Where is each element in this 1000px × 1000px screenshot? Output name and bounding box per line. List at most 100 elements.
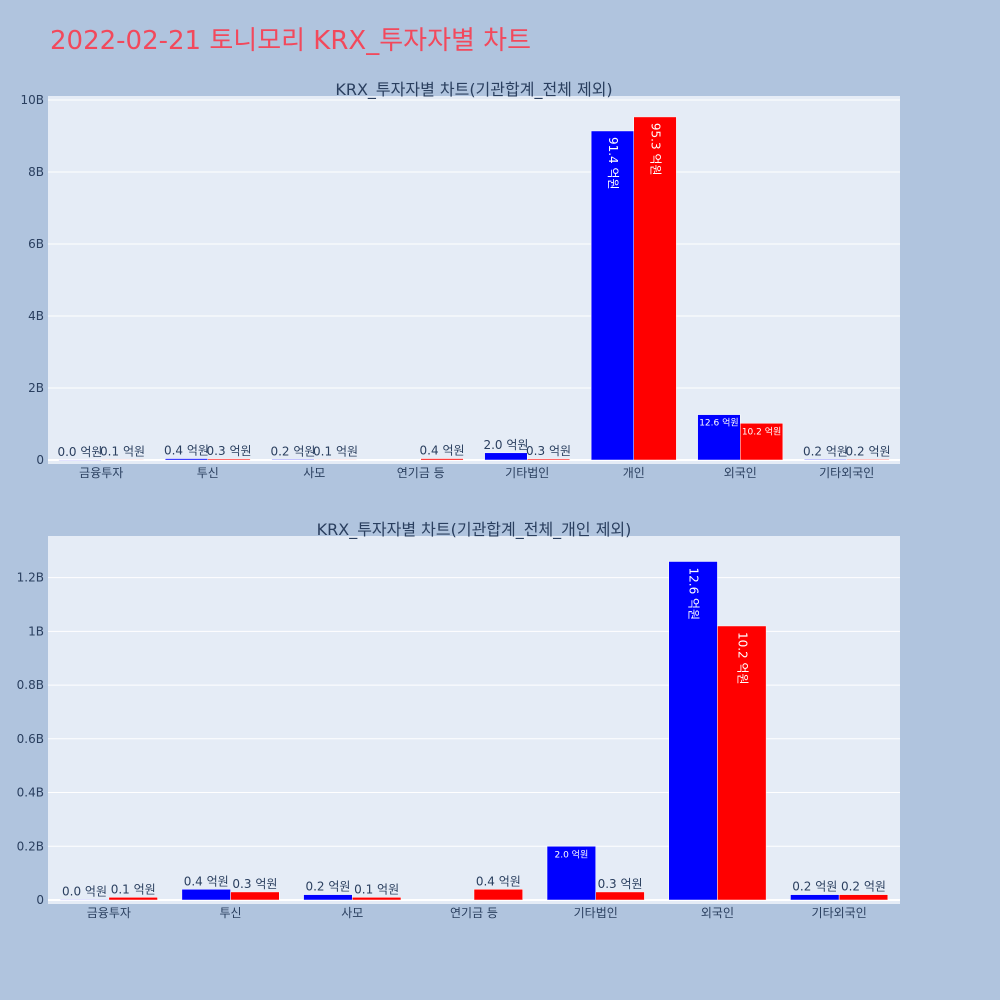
- y-axis-top: 0 2B 4B 6B 8B 10B: [20, 93, 44, 467]
- y-tick-label: 10B: [20, 93, 44, 107]
- bar-label: 0.2 억원: [305, 880, 350, 894]
- x-tick-label: 연기금 등: [450, 906, 498, 920]
- bar-label: 0.2 억원: [803, 444, 848, 458]
- x-tick-label: 외국인: [724, 466, 757, 480]
- bar-label: 0.4 억원: [420, 444, 465, 458]
- chart-title-top: KRX_투자자별 차트(기관합계_전체 제외): [335, 80, 612, 100]
- bars-top: [58, 116, 890, 461]
- bar-label: 95.3 억원: [649, 123, 663, 176]
- bar-label: 0.2 억원: [846, 444, 891, 458]
- x-axis-top: 금융투자 투신 사모 연기금 등 기타법인 개인 외국인 기타외국인: [79, 466, 874, 480]
- y-tick-label: 6B: [28, 237, 44, 251]
- y-tick-label: 1B: [28, 624, 44, 638]
- x-tick-label: 투신: [220, 906, 242, 920]
- y-tick-label: 0: [36, 453, 44, 467]
- bar-label: 0.2 억원: [841, 880, 886, 894]
- bar-labels-bottom: 0.0 억원 0.4 억원 0.2 억원 2.0 억원 12.6 억원 0.2 억원 0.1…: [62, 567, 886, 898]
- bar: [546, 846, 596, 901]
- bar-label: 0.0 억원: [62, 884, 107, 898]
- bar: [101, 459, 145, 461]
- bar: [473, 889, 523, 901]
- bar: [717, 625, 767, 901]
- x-tick-label: 금융투자: [87, 906, 131, 920]
- bar-label: 0.1 억원: [354, 882, 399, 896]
- bar: [303, 894, 353, 901]
- bar-label: 0.1 억원: [100, 445, 145, 459]
- bar-label: 10.2 억원: [742, 425, 781, 437]
- bar: [314, 459, 358, 461]
- plot-area-bottom: [48, 536, 900, 904]
- bar: [271, 459, 315, 461]
- bar: [697, 414, 741, 461]
- page-title: 2022-02-21 토니모리 KRX_투자자별 차트: [50, 26, 531, 56]
- y-tick-label: 8B: [28, 165, 44, 179]
- bars-bottom: [59, 561, 889, 901]
- chart-top: 0 2B 4B 6B 8B 10B 금융투자 투신 사모 연기금 등 기타법인 개인 외국인 기타외국인…: [20, 80, 900, 480]
- plot-area-top: [48, 96, 900, 464]
- bar: [633, 116, 677, 461]
- bar-label: 91.4 억원: [606, 137, 620, 190]
- chart-title-bottom: KRX_투자자별 차트(기관합계_전체_개인 제외): [317, 520, 632, 540]
- x-tick-label: 개인: [623, 466, 645, 480]
- bar-label: 0.3 억원: [598, 877, 643, 891]
- bar: [108, 897, 158, 901]
- x-tick-label: 금융투자: [79, 466, 123, 480]
- x-tick-label: 기타외국인: [812, 906, 867, 920]
- bar-label: 0.1 억원: [313, 445, 358, 459]
- bar-label: 0.4 억원: [184, 874, 229, 888]
- x-tick-label: 기타법인: [505, 466, 549, 480]
- y-tick-label: 0.6B: [17, 732, 44, 746]
- y-axis-bottom: 0 0.2B 0.4B 0.6B 0.8B 1B 1.2B: [17, 571, 44, 907]
- bar-label: 0.4 억원: [476, 874, 521, 888]
- y-tick-label: 0.2B: [17, 839, 44, 853]
- bar: [838, 894, 889, 901]
- bar: [181, 889, 231, 901]
- bar-label: 0.3 억원: [526, 444, 571, 458]
- x-tick-label: 투신: [197, 466, 219, 480]
- bar-label: 10.2 억원: [735, 632, 749, 685]
- bar: [846, 459, 890, 461]
- bar-label: 2.0 억원: [555, 848, 589, 860]
- x-tick-label: 사모: [341, 906, 363, 920]
- bar: [59, 899, 110, 901]
- bar: [352, 897, 402, 901]
- bar-label: 0.2 억원: [792, 880, 837, 894]
- bar-label: 0.2 억원: [270, 444, 315, 458]
- chart-bottom: 0 0.2B 0.4B 0.6B 0.8B 1B 1.2B 금융투자 투신 사모 연기금 등 기타법…: [17, 520, 900, 920]
- bar: [527, 458, 571, 461]
- bar-label: 12.6 억원: [687, 567, 701, 620]
- y-tick-label: 0.8B: [17, 678, 44, 692]
- x-tick-label: 연기금 등: [397, 466, 445, 480]
- y-tick-label: 2B: [28, 381, 44, 395]
- bar-label: 12.6 억원: [699, 417, 738, 429]
- y-tick-label: 0: [36, 893, 44, 907]
- bar-label: 2.0 억원: [483, 438, 528, 452]
- bar: [740, 423, 784, 461]
- bar-labels-top: 0.0 억원 0.4 억원 0.2 억원 2.0 억원 91.4 억원 12.6 억원 0.…: [57, 123, 890, 459]
- x-tick-label: 기타외국인: [819, 466, 874, 480]
- x-tick-label: 외국인: [701, 906, 734, 920]
- bar-label: 0.4 억원: [164, 444, 209, 458]
- bar: [58, 459, 102, 461]
- bar: [668, 561, 718, 901]
- y-tick-label: 1.2B: [17, 571, 44, 585]
- bar-label: 0.3 억원: [232, 877, 277, 891]
- bar: [207, 458, 251, 461]
- x-axis-bottom: 금융투자 투신 사모 연기금 등 기타법인 외국인 기타외국인: [87, 906, 867, 920]
- bar: [790, 894, 840, 901]
- bar: [230, 891, 280, 901]
- y-tick-label: 0.4B: [17, 786, 44, 800]
- y-tick-label: 4B: [28, 309, 44, 323]
- bar: [420, 458, 464, 461]
- bar-label: 0.0 억원: [57, 445, 102, 459]
- bar-label: 0.3 억원: [207, 444, 252, 458]
- bar: [164, 458, 208, 461]
- bar: [590, 130, 635, 461]
- bar-label: 0.1 억원: [111, 882, 156, 896]
- x-tick-label: 사모: [303, 466, 325, 480]
- bar: [803, 459, 848, 461]
- bar: [595, 891, 645, 901]
- bar: [484, 452, 528, 461]
- x-tick-label: 기타법인: [574, 906, 618, 920]
